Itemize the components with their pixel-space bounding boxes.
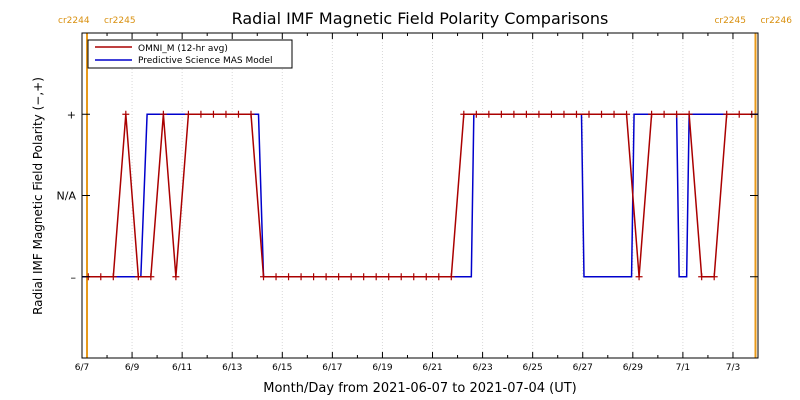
legend-label-omni: OMNI_M (12-hr avg): [138, 44, 228, 54]
data-point-marker: [297, 273, 305, 281]
series-line-0: [88, 113, 752, 278]
data-point-marker: [497, 110, 505, 118]
carrington-marker-label: cr2245: [104, 16, 136, 26]
data-point-marker: [648, 110, 656, 118]
data-point-marker: [197, 110, 205, 118]
data-point-marker: [560, 110, 568, 118]
x-tick-label: 6/13: [222, 363, 242, 373]
x-tick-label: 6/25: [523, 363, 543, 373]
x-tick-label: 6/17: [322, 363, 342, 373]
series-line-1: [82, 113, 758, 278]
x-tick-label: 6/7: [75, 363, 89, 373]
x-tick-label: 6/15: [272, 363, 292, 373]
data-point-marker: [272, 273, 280, 281]
x-tick-label: 7/3: [726, 363, 740, 373]
chart-title: Radial IMF Magnetic Field Polarity Compa…: [232, 9, 609, 28]
data-point-marker: [260, 273, 268, 281]
data-point-marker: [234, 110, 242, 118]
legend: OMNI_M (12-hr avg) Predictive Science MA…: [87, 39, 293, 69]
data-point-marker: [710, 273, 718, 281]
y-tick-label: N/A: [57, 190, 77, 203]
data-point-marker: [372, 273, 380, 281]
data-point-marker: [335, 273, 343, 281]
x-tick-label: 6/19: [372, 363, 392, 373]
data-point-marker: [535, 110, 543, 118]
data-point-marker: [472, 110, 480, 118]
x-axis-label: Month/Day from 2021-06-07 to 2021-07-04 …: [263, 381, 576, 396]
x-tick-label: 6/23: [472, 363, 492, 373]
data-point-marker: [222, 110, 230, 118]
data-point-marker: [735, 110, 743, 118]
y-tick-label: –: [71, 271, 77, 284]
data-point-marker: [610, 110, 618, 118]
x-tick-label: 6/9: [125, 363, 140, 373]
data-point-marker: [385, 273, 393, 281]
data-series: [82, 110, 758, 281]
data-point-marker: [585, 110, 593, 118]
data-point-marker: [698, 273, 706, 281]
data-point-marker: [184, 110, 192, 118]
data-point-marker: [422, 273, 430, 281]
x-axis-ticks: 6/7 6/9 6/11 6/13 6/15 6/17 6/19 6/21 6/23 6/25 6/…: [75, 33, 759, 373]
y-axis-label: Radial IMF Magnetic Field Polarity (−,+): [31, 77, 45, 315]
carrington-marker-label: cr2246: [760, 16, 792, 26]
legend-box: [87, 39, 293, 69]
legend-label-mas: Predictive Science MAS Model: [138, 56, 273, 66]
data-point-marker: [522, 110, 530, 118]
data-point-marker: [322, 273, 330, 281]
data-point-marker: [310, 273, 318, 281]
data-point-marker: [447, 273, 455, 281]
y-axis-ticks: + N/A –: [57, 108, 758, 284]
data-point-marker: [510, 110, 518, 118]
data-point-marker: [97, 273, 105, 281]
vertical-gridlines: [81, 33, 734, 358]
data-point-marker: [547, 110, 555, 118]
x-tick-label: 6/21: [422, 363, 442, 373]
data-point-marker: [660, 110, 668, 118]
data-point-marker: [623, 110, 631, 118]
data-point-marker: [460, 110, 468, 118]
carrington-marker-label: cr2244: [58, 16, 90, 26]
data-point-marker: [723, 110, 731, 118]
x-tick-label: 7/1: [676, 363, 690, 373]
y-tick-label: +: [67, 108, 76, 121]
data-point-marker: [122, 110, 130, 118]
data-point-marker: [159, 110, 167, 118]
data-point-marker: [172, 273, 180, 281]
carrington-marker-label: cr2245: [714, 16, 746, 26]
data-point-marker: [134, 273, 142, 281]
x-tick-label: 6/29: [623, 363, 643, 373]
data-point-marker: [209, 110, 217, 118]
data-point-marker: [685, 110, 693, 118]
data-point-marker: [485, 110, 493, 118]
data-point-marker: [347, 273, 355, 281]
data-point-marker: [410, 273, 418, 281]
data-point-marker: [598, 110, 606, 118]
data-point-marker: [397, 273, 405, 281]
data-point-marker: [572, 110, 580, 118]
data-point-marker: [247, 110, 255, 118]
plot-area-frame: [81, 32, 759, 359]
x-tick-label: 6/27: [573, 363, 593, 373]
data-point-marker: [635, 273, 643, 281]
data-point-marker: [109, 273, 117, 281]
data-point-marker: [147, 273, 155, 281]
data-point-marker: [435, 273, 443, 281]
data-point-marker: [360, 273, 368, 281]
data-point-marker: [285, 273, 293, 281]
data-point-marker: [673, 110, 681, 118]
x-tick-label: 6/11: [172, 363, 192, 373]
